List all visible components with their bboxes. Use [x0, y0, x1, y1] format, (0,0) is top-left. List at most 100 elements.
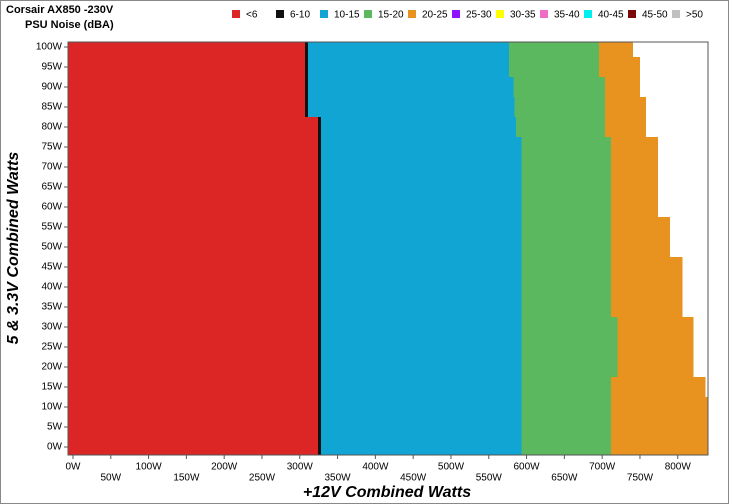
- legend-label: >50: [686, 10, 703, 21]
- legend-swatch: [628, 10, 636, 18]
- x-tick-label: 750W: [627, 473, 654, 484]
- noise-region: [515, 117, 606, 137]
- legend-swatch: [496, 10, 504, 18]
- noise-region: [521, 337, 618, 357]
- legend-swatch: [408, 10, 416, 18]
- noise-region: [68, 97, 306, 117]
- noise-region: [68, 117, 318, 137]
- noise-region: [68, 137, 318, 157]
- noise-region: [317, 237, 321, 257]
- noise-region: [317, 317, 321, 337]
- legend-label: <6: [246, 10, 258, 21]
- noise-region: [320, 277, 522, 297]
- noise-region: [611, 157, 659, 177]
- y-tick-label: 100W: [36, 42, 63, 53]
- y-tick-label: 5W: [47, 422, 63, 433]
- noise-region: [320, 397, 522, 417]
- noise-region: [68, 297, 318, 317]
- noise-region: [320, 357, 522, 377]
- noise-region: [308, 97, 515, 117]
- noise-region: [305, 42, 309, 57]
- noise-region: [521, 237, 612, 257]
- noise-region: [317, 297, 321, 317]
- x-tick-label: 700W: [589, 462, 616, 473]
- legend-label: 20-25: [422, 10, 448, 21]
- noise-region: [509, 42, 600, 57]
- legend-label: 40-45: [598, 10, 624, 21]
- noise-region: [308, 42, 510, 57]
- y-tick-label: 0W: [47, 442, 63, 453]
- noise-region: [317, 437, 321, 455]
- noise-region: [611, 257, 683, 277]
- x-tick-label: 500W: [438, 462, 465, 473]
- y-tick-label: 55W: [41, 222, 62, 233]
- legend-label: 6-10: [290, 10, 310, 21]
- noise-region: [317, 157, 321, 177]
- y-tick-label: 20W: [41, 362, 62, 373]
- noise-region: [317, 417, 321, 437]
- noise-region: [521, 257, 612, 277]
- noise-region: [308, 57, 510, 77]
- y-tick-label: 95W: [41, 62, 62, 73]
- legend-swatch: [232, 10, 240, 18]
- noise-region: [611, 297, 683, 317]
- noise-region: [611, 137, 659, 157]
- noise-region: [611, 237, 671, 257]
- noise-region: [611, 177, 659, 197]
- y-tick-label: 30W: [41, 322, 62, 333]
- x-tick-label: 300W: [287, 462, 314, 473]
- noise-region: [68, 197, 318, 217]
- noise-region: [521, 277, 612, 297]
- noise-region: [617, 337, 694, 357]
- noise-region: [68, 257, 318, 277]
- legend-label: 10-15: [334, 10, 360, 21]
- noise-region: [320, 117, 516, 137]
- noise-region: [521, 157, 612, 177]
- noise-region: [320, 257, 522, 277]
- y-tick-label: 70W: [41, 162, 62, 173]
- x-axis-title: +12V Combined Watts: [303, 484, 471, 501]
- y-tick-label: 80W: [41, 122, 62, 133]
- noise-region: [317, 197, 321, 217]
- noise-region: [68, 357, 318, 377]
- noise-region: [68, 217, 318, 237]
- y-tick-label: 50W: [41, 242, 62, 253]
- x-tick-label: 50W: [101, 473, 122, 484]
- legend-swatch: [452, 10, 460, 18]
- noise-region: [317, 137, 321, 157]
- x-tick-label: 350W: [325, 473, 352, 484]
- noise-region: [320, 177, 522, 197]
- y-tick-label: 35W: [41, 302, 62, 313]
- y-axis-title: 5 & 3.3V Combined Watts: [5, 152, 22, 345]
- noise-region: [68, 177, 318, 197]
- legend-label: 25-30: [466, 10, 492, 21]
- noise-region: [521, 317, 618, 337]
- noise-region: [513, 77, 606, 97]
- noise-region: [521, 357, 618, 377]
- noise-region: [509, 57, 600, 77]
- noise-region: [68, 237, 318, 257]
- x-tick-label: 150W: [173, 473, 200, 484]
- noise-region: [611, 217, 671, 237]
- noise-region: [317, 277, 321, 297]
- noise-region: [521, 197, 612, 217]
- noise-region: [317, 357, 321, 377]
- noise-region: [617, 357, 694, 377]
- legend-swatch: [364, 10, 372, 18]
- legend-label: 45-50: [642, 10, 668, 21]
- noise-region: [320, 237, 522, 257]
- noise-region: [521, 397, 612, 417]
- noise-region: [317, 117, 321, 137]
- y-tick-label: 15W: [41, 382, 62, 393]
- noise-region: [308, 77, 514, 97]
- y-tick-label: 40W: [41, 282, 62, 293]
- noise-region: [68, 77, 306, 97]
- noise-region: [317, 177, 321, 197]
- y-tick-label: 75W: [41, 142, 62, 153]
- noise-region: [68, 57, 306, 77]
- noise-region: [605, 117, 647, 137]
- y-tick-label: 90W: [41, 82, 62, 93]
- legend-swatch: [320, 10, 328, 18]
- noise-region: [320, 157, 522, 177]
